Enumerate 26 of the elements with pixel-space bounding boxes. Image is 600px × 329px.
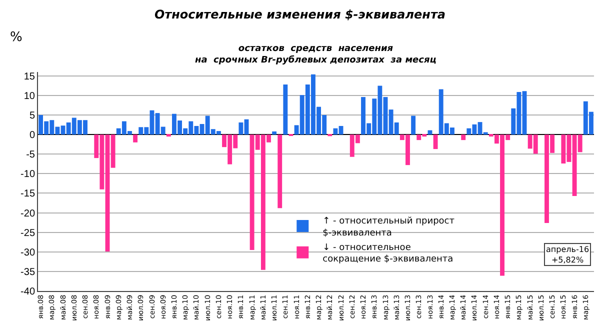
y-tick-label: -5 <box>26 150 36 161</box>
legend-label: ↑ - относительный прирост $-эквивалента <box>322 216 454 238</box>
y-tick-label: -30 <box>20 247 36 258</box>
bar <box>283 84 288 135</box>
y-tick-label: -40 <box>20 286 36 298</box>
y-tick-label: -20 <box>20 208 36 220</box>
bar <box>166 134 171 137</box>
legend-label: ↓ - относительное сокращение $-эквивалента <box>322 243 454 265</box>
bar <box>411 116 416 135</box>
bar <box>433 134 438 150</box>
y-tick-label: -35 <box>20 266 36 278</box>
bar <box>272 131 277 135</box>
y-tick-label: 10 <box>24 90 36 102</box>
y-tick-label: 5 <box>29 110 36 122</box>
y-tick-label: -15 <box>20 188 36 200</box>
bar <box>133 134 138 142</box>
chart-title: Относительные изменения $-эквивалента <box>154 7 446 22</box>
bar <box>278 134 282 208</box>
y-tick-label: -25 <box>20 228 36 239</box>
y-tick-label: -10 <box>20 169 36 180</box>
annotation: апрель-16 +5,82% <box>546 245 590 264</box>
y-tick-label: 0 <box>29 130 36 142</box>
bar <box>461 134 466 140</box>
chart-subtitle: остатков средств населения на срочных Br-рублевых депозитах за месяц <box>195 44 437 66</box>
y-tick-label: 15 <box>24 71 36 82</box>
y-axis-title: % <box>10 30 22 45</box>
